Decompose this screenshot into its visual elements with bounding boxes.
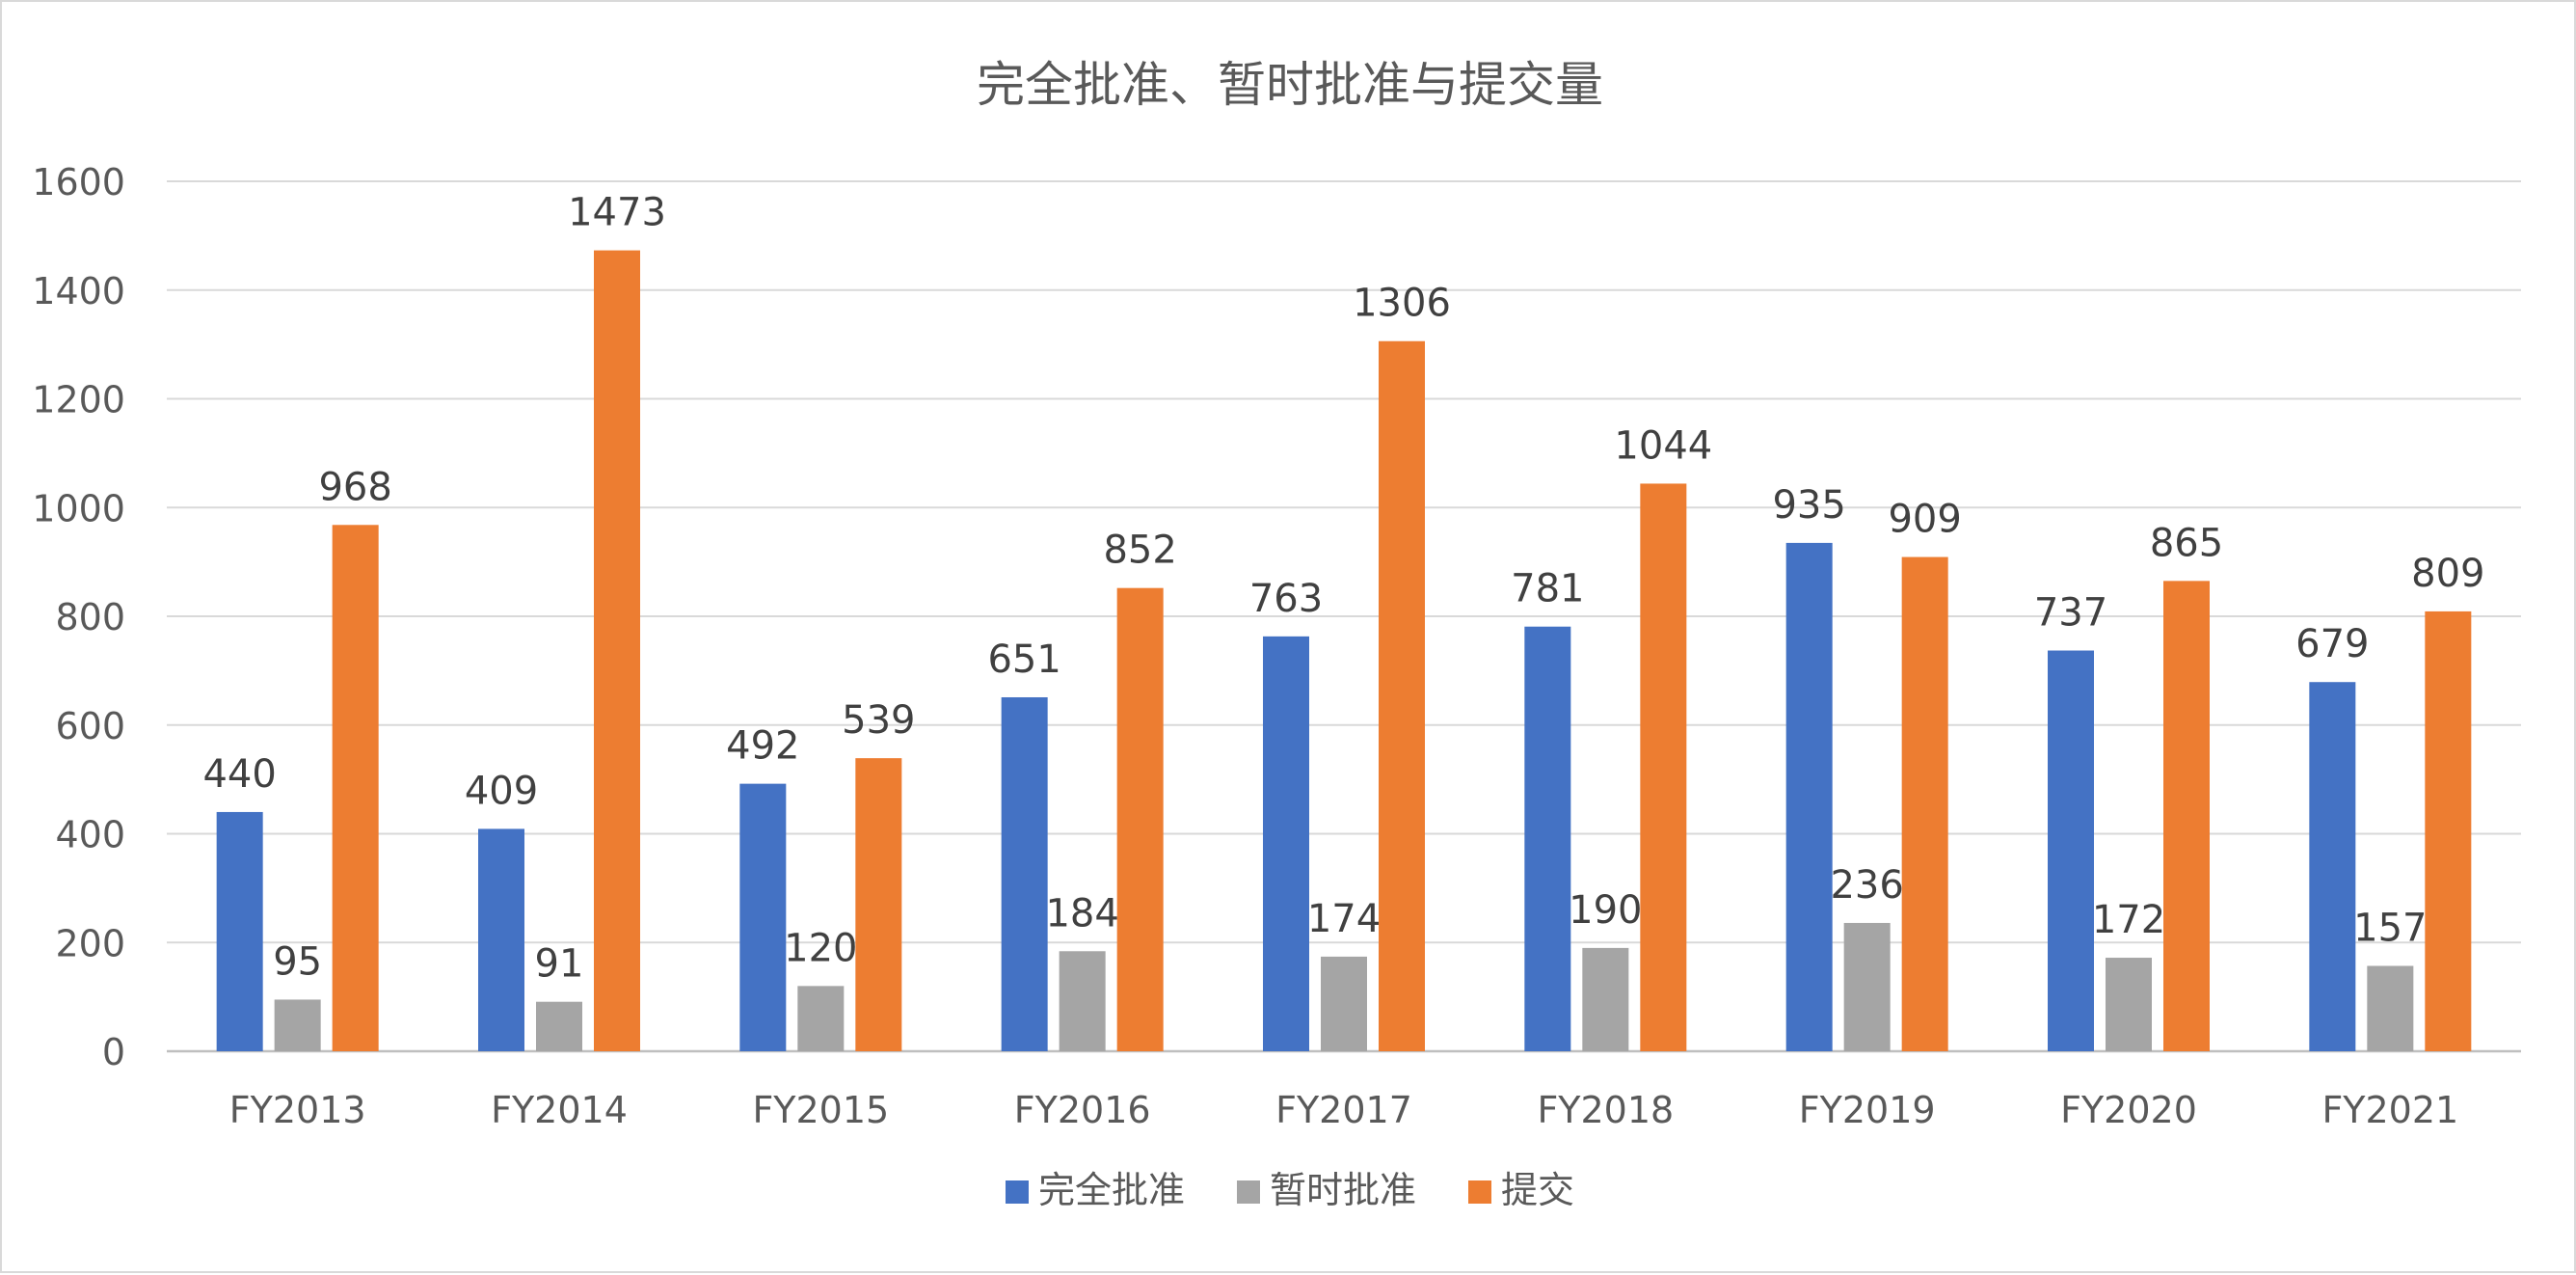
chart-title: 完全批准、暂时批准与提交量 (977, 57, 1603, 113)
y-tick-label: 800 (55, 596, 125, 638)
bar (855, 758, 902, 1051)
x-tick-label: FY2018 (1537, 1089, 1674, 1131)
bar (2048, 650, 2094, 1051)
legend-swatch (1237, 1180, 1260, 1204)
bar (1059, 951, 1106, 1051)
bar (1321, 956, 1367, 1051)
data-label: 172 (2092, 898, 2165, 942)
data-label: 651 (987, 638, 1060, 682)
bar (1001, 696, 1048, 1051)
legend-label: 提交 (1501, 1169, 1574, 1211)
bar (2425, 610, 2472, 1051)
legend-swatch (1006, 1180, 1029, 1204)
legend-label: 完全批准 (1038, 1169, 1185, 1211)
y-tick-label: 1600 (32, 161, 125, 203)
data-label: 763 (1249, 577, 1323, 621)
data-label: 440 (202, 752, 276, 797)
x-tick-label: FY2013 (229, 1089, 366, 1131)
data-label: 1044 (1614, 423, 1712, 468)
bar (332, 525, 379, 1051)
y-tick-label: 600 (55, 705, 125, 747)
data-label: 236 (1830, 863, 1903, 908)
bar (2309, 682, 2356, 1051)
x-axis: FY2013 FY2014 FY2015 FY2016 FY2017 FY2018 FY20… (229, 1089, 2458, 1131)
bar (1901, 556, 1948, 1051)
x-tick-label: FY2019 (1799, 1089, 1936, 1131)
bars (216, 250, 2472, 1051)
data-labels: 440 95 968 409 91 1473 492 120 539 651 184 852 763 17… (202, 191, 2484, 987)
x-tick-label: FY2016 (1014, 1089, 1151, 1131)
bar (1524, 626, 1571, 1051)
bar (2367, 965, 2414, 1051)
data-label: 935 (1772, 483, 1845, 528)
bar (216, 811, 263, 1051)
data-label: 679 (2295, 622, 2369, 666)
bar (478, 828, 524, 1051)
data-label: 1473 (568, 191, 666, 235)
gridlines (167, 180, 2521, 1053)
x-tick-label: FY2015 (752, 1089, 889, 1131)
data-label: 737 (2034, 591, 2107, 636)
y-tick-label: 0 (102, 1031, 125, 1073)
y-tick-label: 1200 (32, 379, 125, 421)
data-label: 120 (784, 926, 857, 970)
bar (2163, 581, 2210, 1051)
data-label: 852 (1103, 529, 1176, 573)
data-label: 409 (465, 769, 538, 813)
x-tick-label: FY2020 (2060, 1089, 2197, 1131)
data-label: 190 (1569, 888, 1642, 933)
data-label: 781 (1511, 567, 1584, 611)
bar (1785, 542, 1833, 1051)
data-label: 968 (318, 465, 391, 509)
x-tick-label: FY2014 (491, 1089, 628, 1131)
bar (536, 1001, 582, 1051)
data-label: 909 (1888, 498, 1961, 542)
bar (274, 999, 321, 1051)
y-tick-label: 1000 (32, 487, 125, 529)
bar (594, 250, 640, 1051)
y-tick-label: 400 (55, 814, 125, 856)
y-tick-label: 1400 (32, 270, 125, 312)
bar (1582, 947, 1629, 1051)
bar (1843, 922, 1891, 1051)
x-tick-label: FY2017 (1275, 1089, 1412, 1131)
data-label: 539 (842, 698, 915, 743)
bar (2106, 958, 2152, 1051)
legend-swatch (1468, 1180, 1491, 1204)
data-label: 184 (1045, 891, 1118, 936)
data-label: 492 (726, 724, 799, 769)
bar (797, 986, 845, 1051)
legend: 完全批准 暂时批准 提交 (1006, 1169, 1574, 1211)
bar (1116, 587, 1164, 1051)
data-label: 809 (2411, 552, 2484, 596)
data-label: 174 (1307, 897, 1381, 941)
bar (739, 783, 787, 1051)
bar (1379, 340, 1425, 1051)
data-label: 91 (535, 942, 584, 987)
data-label: 95 (273, 939, 322, 984)
y-axis: 0 200 400 600 800 1000 1200 1400 1600 (32, 161, 125, 1073)
y-tick-label: 200 (55, 922, 125, 964)
bar (1263, 636, 1309, 1051)
x-tick-label: FY2021 (2321, 1089, 2458, 1131)
data-label: 1306 (1353, 282, 1451, 326)
data-label: 865 (2150, 521, 2223, 565)
legend-label: 暂时批准 (1270, 1169, 1416, 1211)
data-label: 157 (2353, 906, 2427, 950)
bar (1640, 483, 1687, 1051)
